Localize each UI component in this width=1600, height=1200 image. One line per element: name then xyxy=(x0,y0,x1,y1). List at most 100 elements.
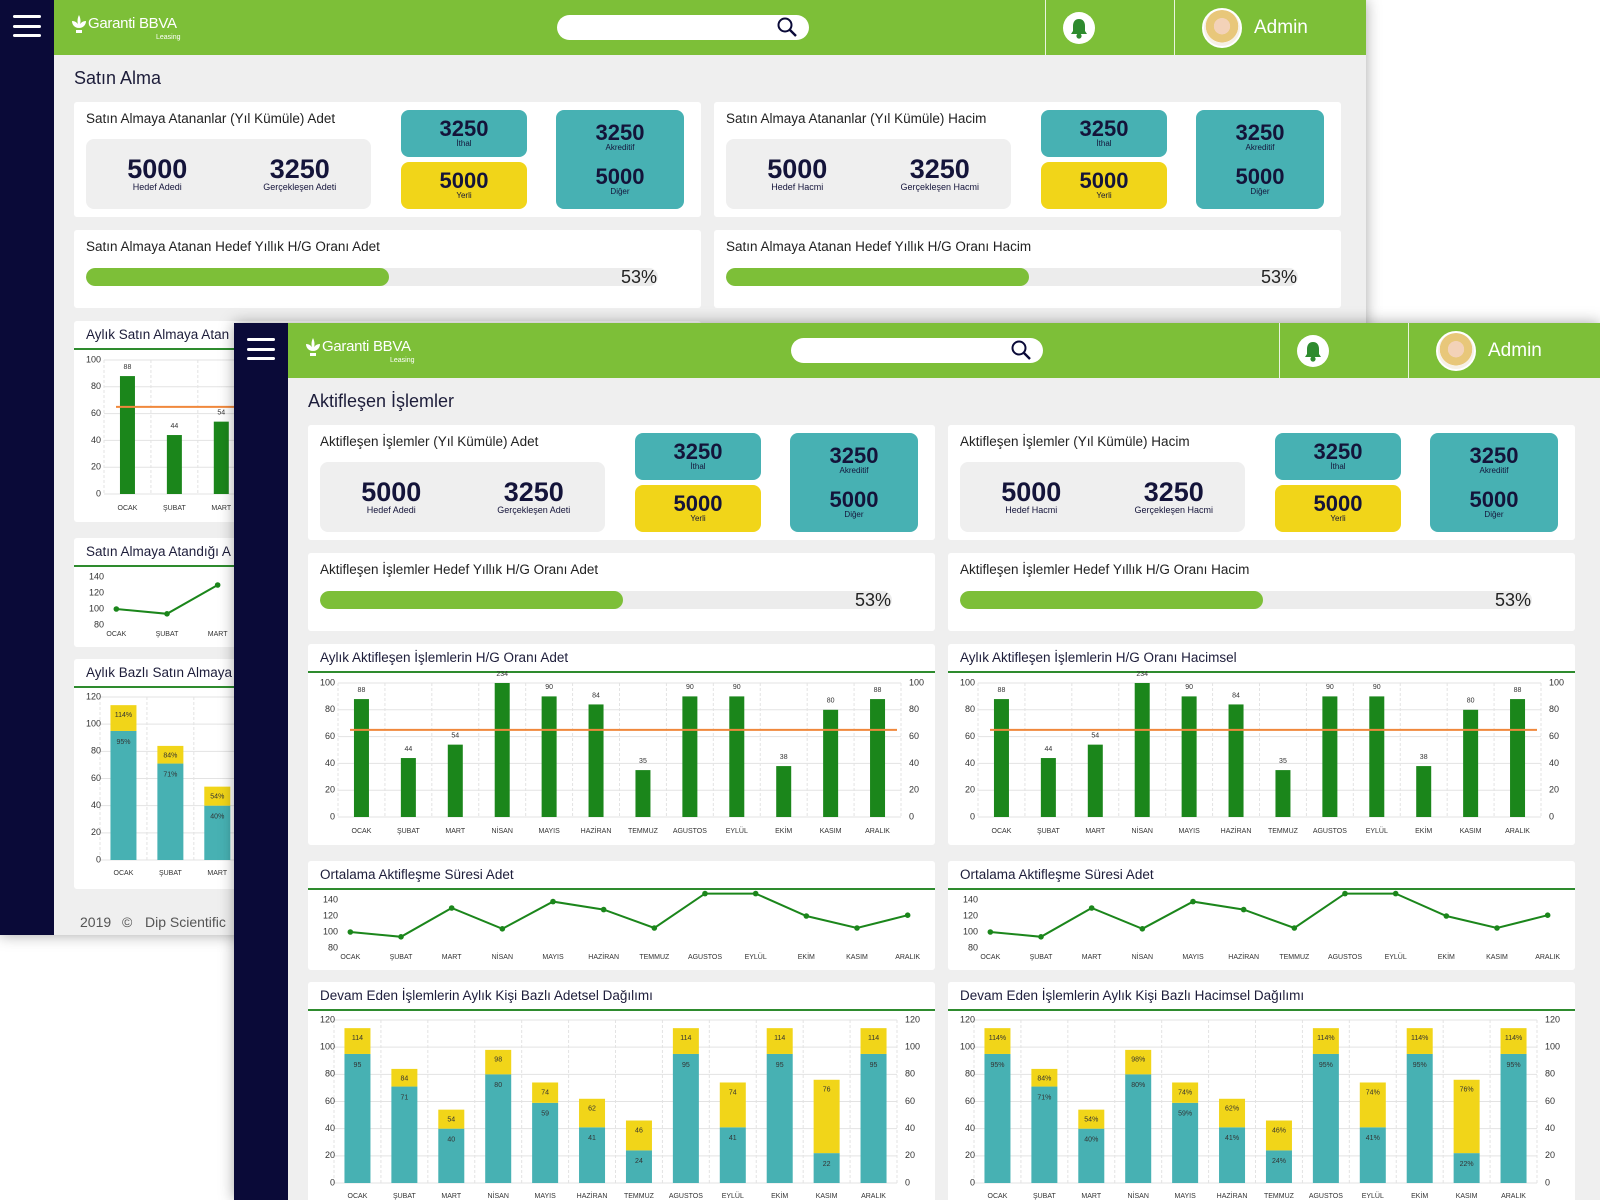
x-tick-label: EYLÜL xyxy=(1362,1192,1384,1200)
avatar[interactable] xyxy=(1436,331,1476,371)
point xyxy=(550,898,556,905)
y-tick-label: 60 xyxy=(91,773,101,783)
user-name[interactable]: Admin xyxy=(1488,340,1542,361)
kpi-card: Satın Almaya Atananlar (Yıl Kümüle) Adet… xyxy=(74,102,701,217)
chart-card: Aylık Aktifleşen İşlemlerin H/G Oranı Ha… xyxy=(948,644,1575,845)
bar-segment xyxy=(110,705,137,731)
bar-segment xyxy=(672,1053,699,1183)
total-label: 54 xyxy=(447,1116,455,1123)
y2-tick-label: 40 xyxy=(909,758,919,768)
bar-segment xyxy=(719,1082,746,1128)
stat: 3250 Gerçekleşen Adeti xyxy=(229,139,372,209)
tile-label: Diğer xyxy=(610,186,630,196)
kpi-card: Aktifleşen İşlemler (Yıl Kümüle) Hacim 50… xyxy=(948,425,1575,540)
total-label: 74 xyxy=(541,1089,549,1096)
x-tick-label: EYLÜL xyxy=(745,953,767,961)
progress-fill xyxy=(320,591,624,609)
search-box[interactable] xyxy=(557,15,809,40)
search-box[interactable] xyxy=(791,338,1043,363)
tile-value: 5000 xyxy=(595,163,645,189)
bar xyxy=(682,696,698,817)
tile-value: 5000 xyxy=(1469,486,1519,512)
value-label: 41 xyxy=(588,1135,596,1142)
x-tick-label: EYLÜL xyxy=(1366,827,1388,835)
tile-value: 5000 xyxy=(1235,163,1285,189)
point xyxy=(904,912,911,918)
tile-group: 3250 Akreditif xyxy=(596,122,645,153)
kpi-tile: 5000 Yerli xyxy=(635,485,761,532)
bell-icon xyxy=(1305,342,1321,362)
y-tick-label: 100 xyxy=(86,354,101,364)
progress-card: Satın Almaya Atanan Hedef Yıllık H/G Ora… xyxy=(714,230,1341,308)
stat: 3250 Gerçekleşen Hacmi xyxy=(1103,462,1246,532)
menu-button[interactable] xyxy=(13,15,41,37)
x-tick-label: MART xyxy=(1081,1193,1101,1200)
tile-group: 5000 Diğer xyxy=(1235,163,1285,197)
y-tick-label: 60 xyxy=(325,731,335,741)
tile-value: 3250 xyxy=(1313,439,1363,465)
total-label: 62 xyxy=(588,1106,596,1113)
tile-value: 3250 xyxy=(1079,116,1129,142)
chart-plot: 80 100 120 140 OCAK ŞUBAT MART xyxy=(89,571,228,637)
x-tick-label: ŞUBAT xyxy=(1033,1193,1057,1200)
tile-group: 3250 Akreditif xyxy=(1236,122,1285,153)
user-name[interactable]: Admin xyxy=(1254,17,1308,38)
x-tick-label: OCAK xyxy=(118,505,138,512)
x-tick-label: EKİM xyxy=(775,826,792,835)
value-label: 35 xyxy=(639,758,647,765)
x-tick-label: NİSAN xyxy=(492,826,513,835)
total-label: 46% xyxy=(1272,1127,1286,1134)
progress-track xyxy=(960,591,1532,609)
x-tick-label: HAZİRAN xyxy=(581,826,612,835)
bars xyxy=(993,683,1526,817)
bar-segment xyxy=(1265,1120,1292,1151)
page-title: Satın Alma xyxy=(74,68,162,88)
y-tick-label: 40 xyxy=(91,800,101,810)
y-tick-label: 100 xyxy=(320,1042,335,1052)
x-tick-label: ARALIK xyxy=(1505,828,1530,835)
stat: 5000 Hedef Adedi xyxy=(86,139,229,209)
y-tick-label: 20 xyxy=(91,827,101,837)
y-tick-label: 0 xyxy=(970,1177,975,1187)
logo-text: Garanti BBVA xyxy=(322,338,411,355)
notification-button[interactable] xyxy=(1297,335,1329,367)
sidebar xyxy=(0,0,54,935)
x-tick-label: MART xyxy=(1082,954,1102,961)
value-label: 95 xyxy=(776,1062,784,1069)
bar-segment xyxy=(1265,1150,1292,1183)
y2-tick-label: 20 xyxy=(905,1150,915,1160)
notification-button[interactable] xyxy=(1063,12,1095,44)
chart-plot: 0 20 40 60 80 100 0 20 40 60 80 100 OCAK ŞUBAT MART NİS… xyxy=(320,671,924,835)
value-label: 38 xyxy=(780,754,788,761)
x-tick-label: AGUSTOS xyxy=(1309,1193,1343,1200)
value-label: 41 xyxy=(729,1135,737,1142)
stat: 5000 Hedef Adedi xyxy=(320,462,463,532)
point xyxy=(803,913,810,919)
title-rule xyxy=(948,888,1575,890)
x-tick-label: KASIM xyxy=(816,1193,838,1200)
value-label: 35 xyxy=(1279,758,1287,765)
tile-label: Diğer xyxy=(1250,186,1270,196)
value-label: 88 xyxy=(124,364,132,371)
x-tick-label: EKİM xyxy=(1415,826,1432,835)
card-title: Aktifleşen İşlemler Hedef Yıllık H/G Ora… xyxy=(960,562,1250,577)
menu-button[interactable] xyxy=(247,338,275,360)
tile-label: İthal xyxy=(1096,139,1112,149)
bar xyxy=(1463,709,1479,817)
value-label: 40% xyxy=(210,814,224,821)
y2-tick-label: 80 xyxy=(1549,704,1559,714)
kpi-tile: 5000 Yerli xyxy=(1275,485,1401,532)
menu-bar xyxy=(247,347,275,351)
x-tick-label: TEMMUZ xyxy=(1268,828,1299,835)
value-label: 234 xyxy=(496,671,508,678)
y-tick-label: 120 xyxy=(86,691,101,701)
x-tick-label: ŞUBAT xyxy=(1030,954,1054,961)
avatar[interactable] xyxy=(1202,8,1242,48)
bell-icon xyxy=(1071,19,1087,39)
search-icon xyxy=(777,17,797,37)
bar xyxy=(823,709,839,817)
bar-segment xyxy=(672,1028,699,1054)
stat-label: Hedef Adedi xyxy=(366,504,416,515)
y-tick-label: 120 xyxy=(960,1014,975,1024)
progress-fill xyxy=(86,268,390,286)
